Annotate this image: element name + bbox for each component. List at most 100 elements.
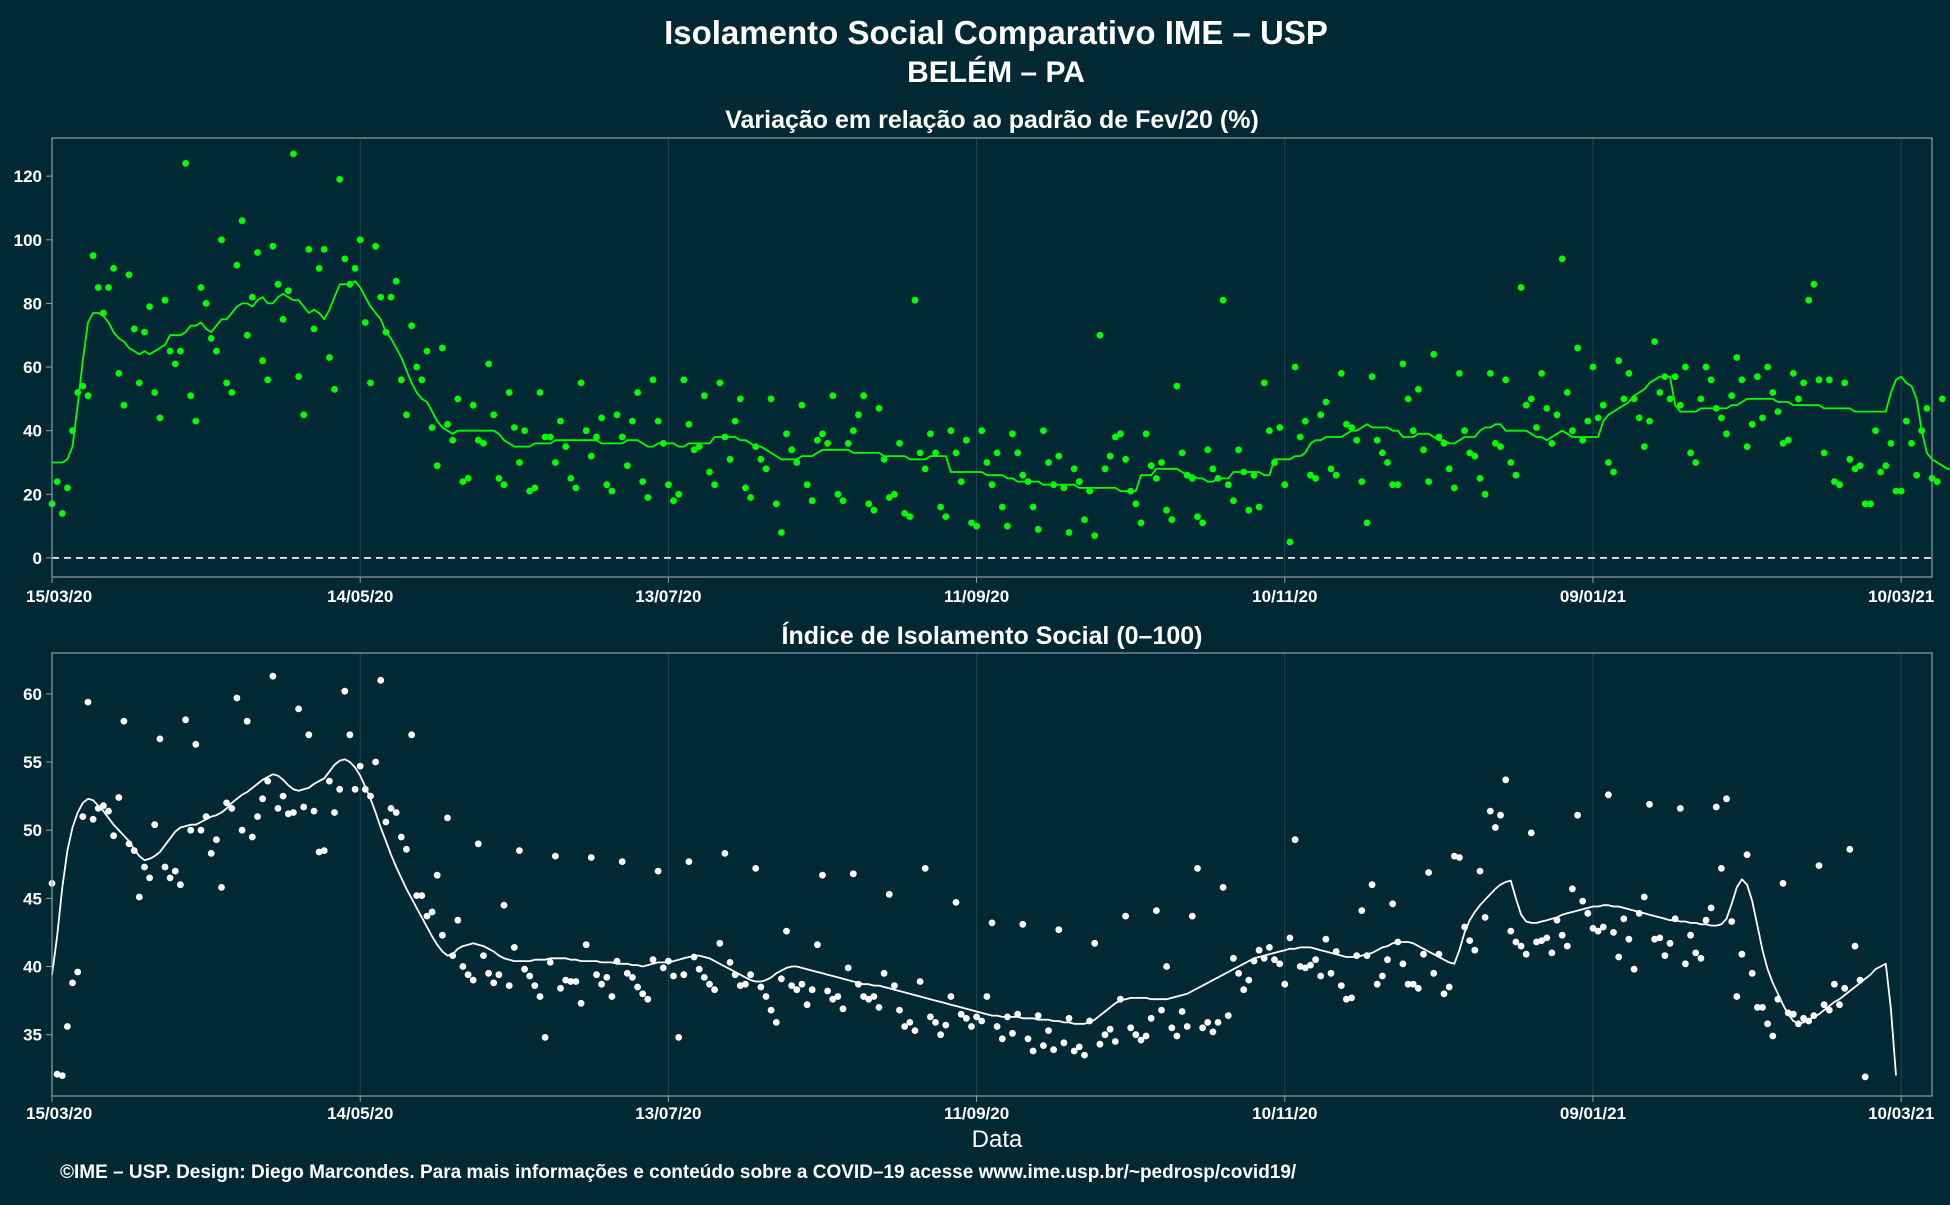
data-point bbox=[300, 411, 308, 419]
data-point bbox=[74, 968, 82, 976]
data-point bbox=[1373, 980, 1381, 988]
data-point bbox=[1368, 881, 1376, 889]
data-point bbox=[536, 389, 544, 396]
data-point bbox=[891, 490, 898, 498]
data-point bbox=[197, 284, 205, 291]
data-point bbox=[336, 785, 344, 793]
data-point bbox=[1610, 929, 1617, 936]
data-point bbox=[1610, 468, 1617, 476]
data-point bbox=[474, 436, 482, 444]
data-point bbox=[1420, 446, 1427, 454]
data-point bbox=[1081, 1051, 1088, 1059]
y-tick-label: 40 bbox=[23, 958, 42, 977]
data-point bbox=[213, 347, 220, 355]
data-point bbox=[808, 497, 816, 505]
data-point bbox=[444, 420, 451, 428]
data-point bbox=[1666, 395, 1674, 403]
data-point bbox=[1471, 452, 1479, 460]
data-point bbox=[151, 821, 159, 829]
data-point bbox=[1137, 1036, 1145, 1044]
data-point bbox=[1605, 791, 1612, 799]
data-point bbox=[587, 854, 595, 861]
data-point bbox=[177, 347, 184, 355]
data-point bbox=[264, 777, 272, 785]
data-point bbox=[500, 481, 508, 489]
data-point bbox=[228, 805, 236, 812]
data-point bbox=[207, 850, 215, 857]
data-point bbox=[778, 975, 785, 983]
data-point bbox=[1194, 513, 1201, 520]
data-point bbox=[1040, 1042, 1047, 1049]
data-point bbox=[403, 411, 410, 419]
data-point bbox=[141, 328, 148, 336]
data-point bbox=[957, 1010, 965, 1018]
data-point bbox=[141, 863, 148, 871]
data-point bbox=[577, 379, 585, 387]
data-point bbox=[1409, 980, 1417, 988]
data-point bbox=[865, 995, 873, 1003]
data-point bbox=[1178, 1008, 1186, 1015]
data-point bbox=[1055, 452, 1063, 460]
data-point bbox=[644, 995, 652, 1003]
data-point bbox=[269, 672, 277, 680]
data-point bbox=[1337, 370, 1345, 377]
data-point bbox=[613, 411, 621, 419]
data-point bbox=[968, 519, 975, 527]
data-point bbox=[480, 952, 487, 959]
data-point bbox=[1235, 969, 1242, 977]
data-point bbox=[84, 392, 92, 400]
data-point bbox=[1414, 385, 1422, 393]
data-point bbox=[798, 401, 806, 409]
data-point bbox=[1733, 993, 1741, 1000]
y-tick-label: 35 bbox=[23, 1026, 42, 1045]
data-point bbox=[1502, 376, 1510, 384]
data-point bbox=[1219, 884, 1227, 891]
data-point bbox=[1414, 984, 1422, 992]
panel-border bbox=[51, 652, 1933, 1097]
data-point bbox=[803, 1001, 811, 1009]
data-point bbox=[1738, 950, 1746, 958]
data-point bbox=[331, 809, 338, 816]
data-point bbox=[988, 481, 996, 489]
data-point bbox=[962, 1014, 970, 1022]
data-point bbox=[69, 979, 76, 987]
data-point bbox=[670, 497, 677, 505]
data-point bbox=[510, 424, 518, 431]
data-point bbox=[1219, 296, 1227, 304]
data-point bbox=[1538, 370, 1545, 377]
data-point bbox=[695, 443, 703, 450]
data-point bbox=[516, 847, 523, 854]
data-point bbox=[1558, 931, 1566, 939]
data-point bbox=[1368, 373, 1376, 380]
data-point bbox=[1399, 360, 1407, 368]
data-point bbox=[921, 865, 929, 872]
data-point bbox=[1846, 845, 1854, 853]
data-point bbox=[531, 982, 539, 989]
data-point bbox=[942, 513, 950, 520]
x-tick-label: 15/03/20 bbox=[26, 587, 92, 606]
data-point bbox=[1194, 865, 1201, 872]
data-point bbox=[906, 1019, 914, 1026]
data-point bbox=[1579, 436, 1587, 444]
data-point bbox=[788, 446, 796, 454]
data-point bbox=[742, 484, 749, 492]
data-point bbox=[695, 965, 703, 973]
data-point bbox=[757, 983, 765, 991]
data-point bbox=[1569, 427, 1576, 435]
data-point bbox=[1692, 459, 1700, 466]
data-point bbox=[1682, 960, 1689, 968]
data-point bbox=[1276, 424, 1284, 431]
data-point bbox=[1707, 904, 1715, 912]
data-point bbox=[772, 1019, 780, 1026]
data-point bbox=[747, 494, 754, 501]
data-point bbox=[192, 740, 200, 748]
data-point bbox=[593, 971, 600, 979]
data-point bbox=[1769, 1032, 1777, 1040]
data-point bbox=[783, 430, 790, 438]
data-point bbox=[1584, 417, 1592, 425]
data-point bbox=[608, 993, 616, 1000]
data-point bbox=[849, 870, 857, 878]
data-point bbox=[829, 392, 837, 400]
data-point bbox=[1543, 405, 1551, 412]
data-point bbox=[1687, 449, 1694, 457]
